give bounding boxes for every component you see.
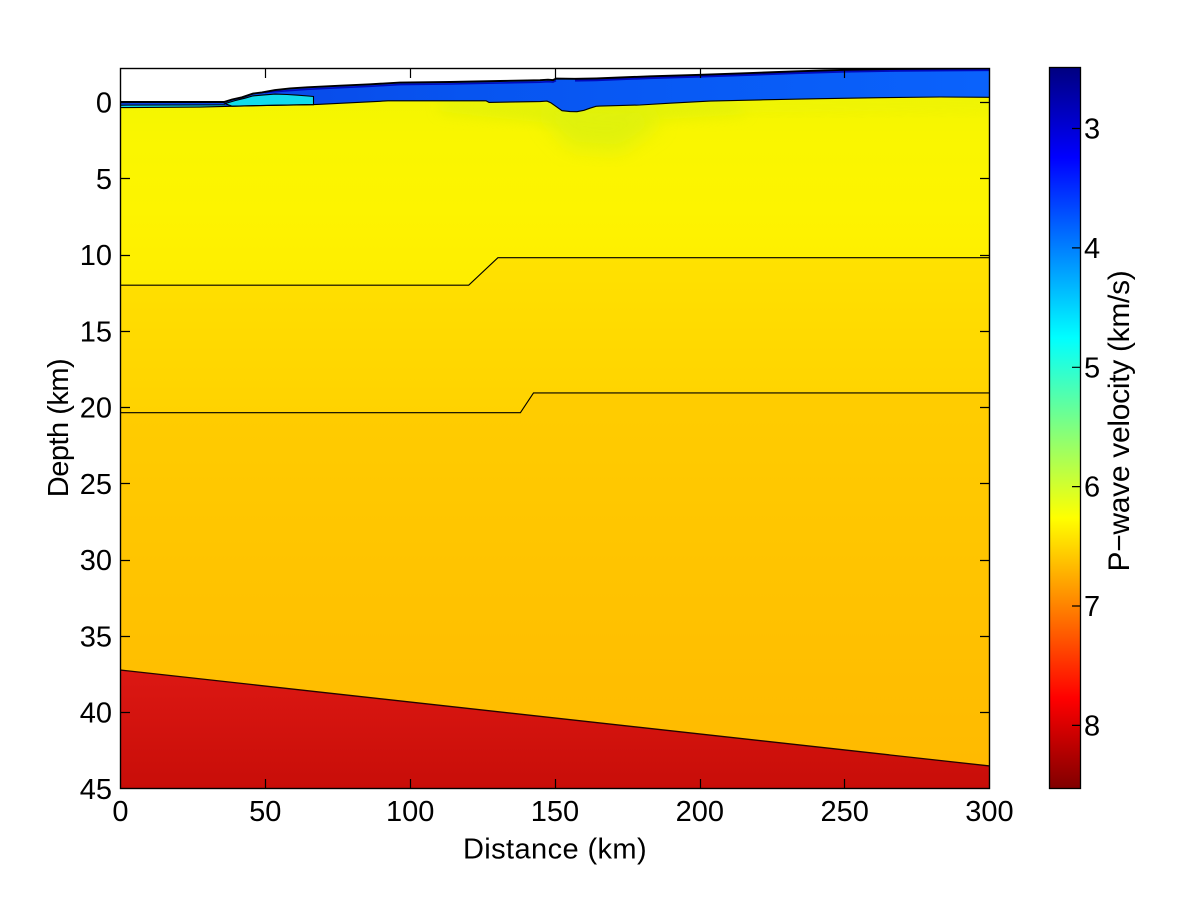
svg-text:5: 5 [1084,352,1100,384]
svg-text:100: 100 [386,796,434,828]
svg-text:30: 30 [80,545,112,577]
svg-text:Depth (km): Depth (km) [43,359,75,497]
svg-text:25: 25 [80,469,112,501]
svg-text:7: 7 [1084,591,1100,623]
svg-text:P−wave velocity (km/s): P−wave velocity (km/s) [1103,271,1136,572]
svg-text:0: 0 [96,88,112,120]
svg-text:5: 5 [96,164,112,196]
svg-text:45: 45 [80,774,112,806]
svg-text:Distance (km): Distance (km) [463,834,647,866]
svg-text:10: 10 [80,240,112,272]
svg-text:200: 200 [676,796,724,828]
svg-text:8: 8 [1084,710,1100,742]
svg-text:20: 20 [80,393,112,425]
svg-text:150: 150 [531,796,579,828]
svg-text:35: 35 [80,621,112,653]
svg-text:50: 50 [249,796,281,828]
svg-text:40: 40 [80,698,112,730]
svg-text:4: 4 [1084,233,1100,265]
svg-text:15: 15 [80,316,112,348]
svg-text:300: 300 [965,796,1013,828]
svg-text:0: 0 [112,796,128,828]
svg-text:250: 250 [821,796,869,828]
svg-text:6: 6 [1084,472,1100,504]
svg-text:3: 3 [1084,114,1100,146]
